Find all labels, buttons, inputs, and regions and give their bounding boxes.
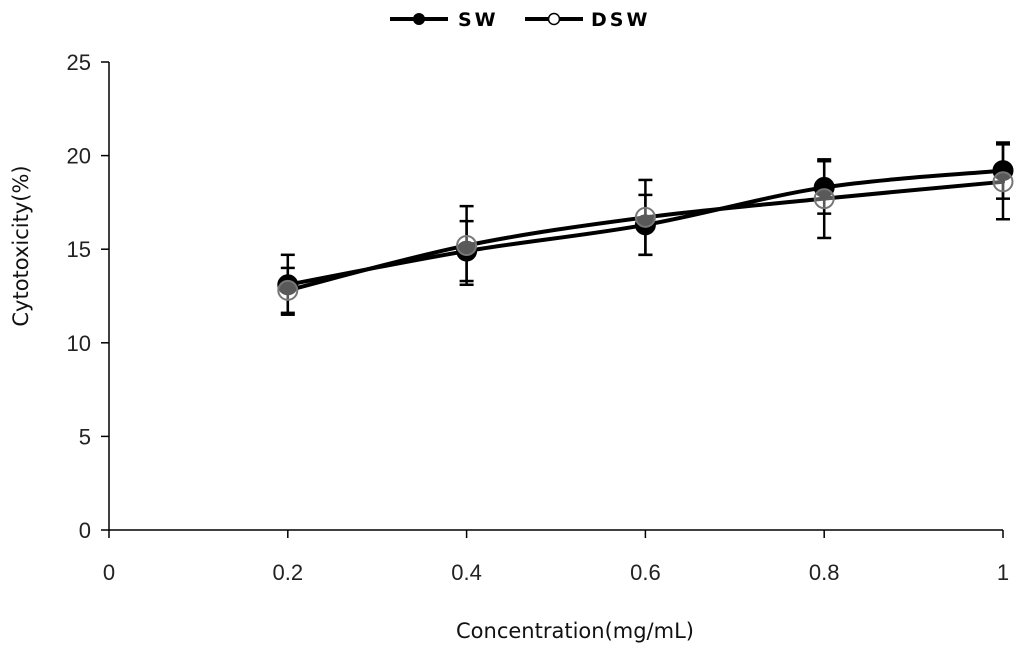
plot-area <box>277 141 1014 316</box>
y-axis: 0 5 10 15 20 25 <box>67 50 110 543</box>
x-tick-label: 0.6 <box>630 560 661 585</box>
legend-item-dsw: DSW <box>525 9 650 31</box>
legend-item-sw: SW <box>390 9 499 31</box>
y-tick-label: 10 <box>67 331 91 356</box>
data-point <box>634 206 656 228</box>
x-tick-label: 1 <box>997 560 1009 585</box>
data-point <box>456 234 478 256</box>
y-tick-label: 20 <box>67 144 91 169</box>
y-axis-title: Cytotoxicity(%) <box>9 165 33 326</box>
x-tick-label: 0.8 <box>809 560 840 585</box>
legend: SW DSW <box>390 9 650 31</box>
y-tick-label: 0 <box>79 518 91 543</box>
data-point <box>992 171 1014 193</box>
y-tick-label: 15 <box>67 237 91 262</box>
x-tick-label: 0.4 <box>451 560 482 585</box>
y-tick-label: 5 <box>79 424 91 449</box>
x-tick-label: 0 <box>103 560 115 585</box>
x-tick-label: 0.2 <box>273 560 304 585</box>
series-line-dsw <box>285 179 1005 293</box>
data-point <box>813 188 835 210</box>
legend-marker <box>413 13 425 25</box>
y-tick-label: 25 <box>67 50 91 75</box>
data-point <box>277 279 299 301</box>
legend-marker <box>547 12 561 26</box>
x-axis: 0 0.2 0.4 0.6 0.8 1 <box>103 529 1009 585</box>
series-dsw <box>277 143 1014 315</box>
x-axis-title: Concentration(mg/mL) <box>456 619 694 643</box>
legend-label: SW <box>458 9 499 31</box>
legend-label: DSW <box>591 9 650 31</box>
